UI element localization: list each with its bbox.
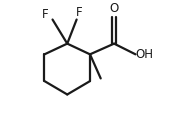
- Text: F: F: [76, 6, 83, 19]
- Text: F: F: [42, 8, 48, 21]
- Text: O: O: [109, 2, 119, 15]
- Text: OH: OH: [136, 48, 154, 61]
